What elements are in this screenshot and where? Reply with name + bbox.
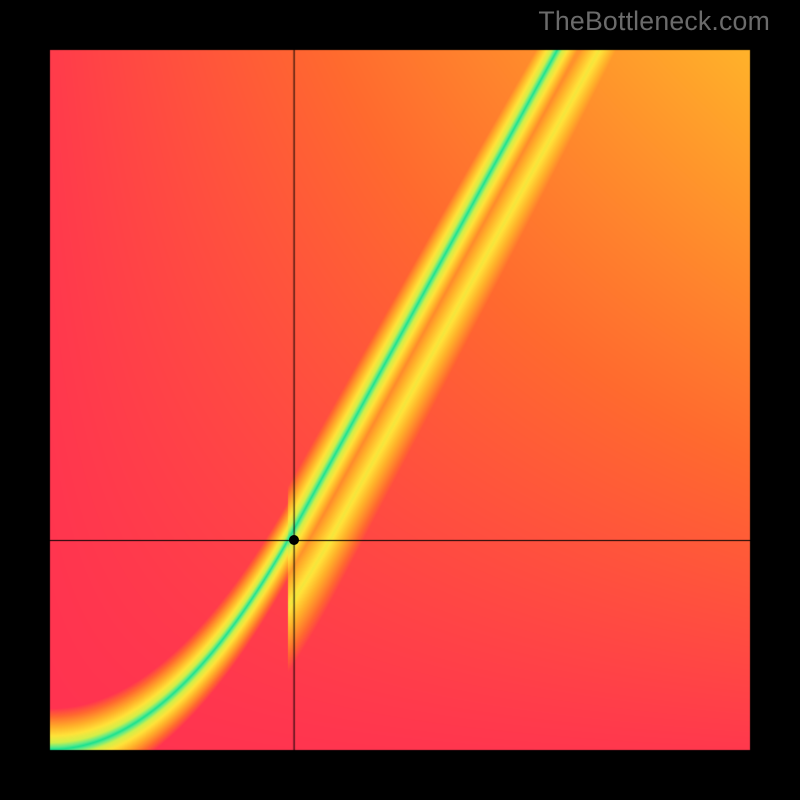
watermark-text: TheBottleneck.com bbox=[538, 6, 770, 37]
heatmap-canvas bbox=[0, 0, 800, 800]
crosshair-marker bbox=[289, 535, 299, 545]
figure-root: TheBottleneck.com bbox=[0, 0, 800, 800]
